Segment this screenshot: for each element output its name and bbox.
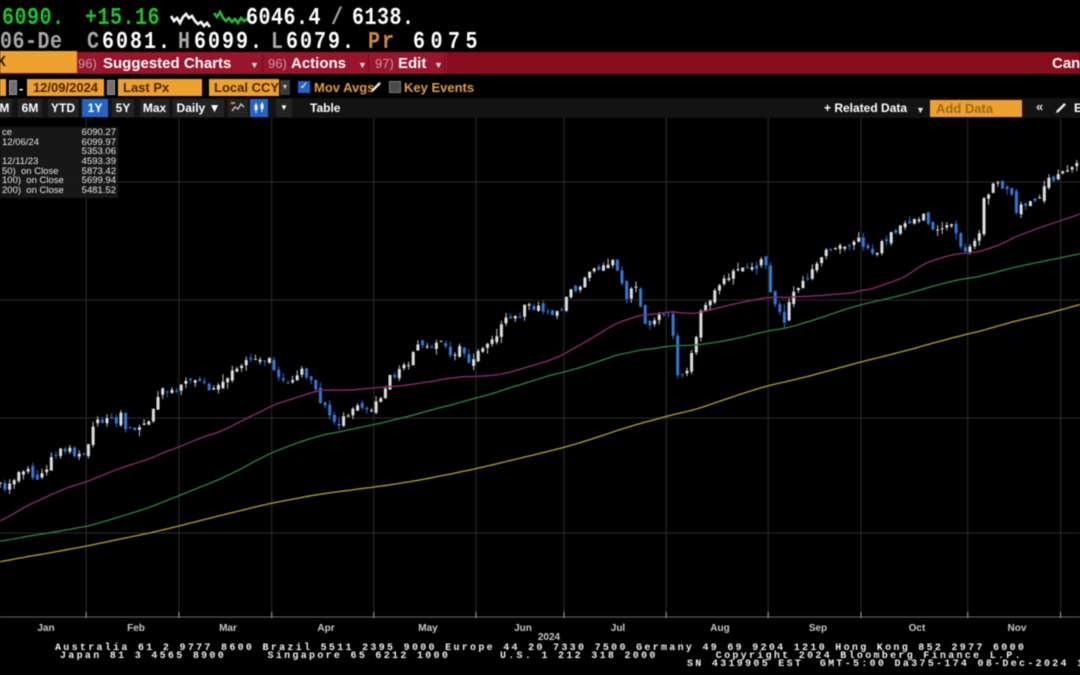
svg-text:Sep: Sep	[809, 623, 827, 634]
svg-text:Jun: Jun	[514, 623, 532, 634]
svg-text:Mar: Mar	[219, 623, 237, 634]
svg-text:Jan: Jan	[37, 623, 54, 634]
svg-text:2024: 2024	[538, 632, 561, 643]
svg-text:Oct: Oct	[909, 623, 926, 634]
svg-text:Apr: Apr	[317, 623, 334, 634]
svg-text:Jul: Jul	[611, 623, 626, 634]
svg-text:May: May	[418, 623, 438, 634]
svg-text:Nov: Nov	[1008, 623, 1027, 634]
svg-text:Aug: Aug	[710, 623, 729, 634]
svg-text:Feb: Feb	[127, 623, 145, 634]
